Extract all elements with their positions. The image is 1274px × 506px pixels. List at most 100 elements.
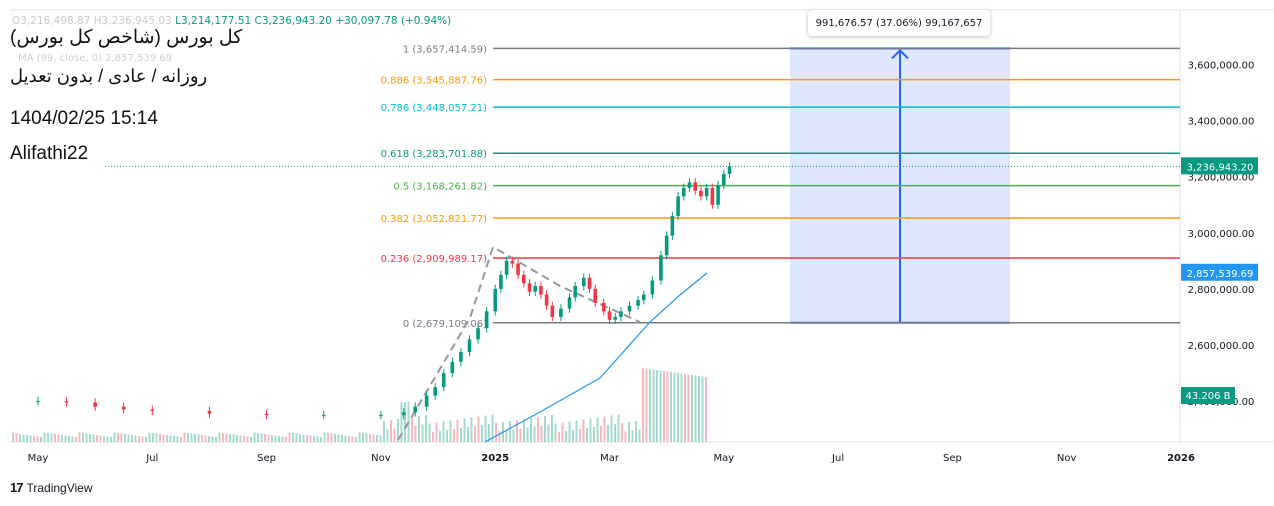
candle-body [424,395,429,407]
candle-body [619,311,623,317]
volume-bar [617,414,620,442]
volume-bar [344,435,347,442]
volume-bar [211,436,214,442]
ohlc-open: O3,216,498.87 [12,15,91,27]
volume-bar [85,433,88,442]
volume-bar [575,420,578,442]
time-tick-label: Sep [257,453,276,464]
volume-bar [278,436,280,442]
fib-level-label: 0.618 (3,283,701.88) [381,149,488,160]
volume-bar [526,427,529,442]
candle-body [607,311,612,320]
candle-body [727,166,732,174]
volume-bar [271,435,273,442]
candle-body [699,190,703,197]
zigzag-pattern [397,245,641,441]
volume-bar [516,420,518,442]
candle-body [641,294,646,301]
candle-body [510,260,515,264]
volume-bar [138,436,140,442]
volume-bar [684,374,686,442]
volume-bar [194,434,196,442]
volume-bar [288,432,291,442]
axes: 3,600,000.00 3,400,000.00 3,200,000.00 3,00… [28,61,1258,464]
volume-bar [519,428,522,442]
volume-bar [47,433,49,442]
tradingview-brand[interactable]: 17 TradingView [10,480,93,495]
time-tick-label: May [28,453,49,464]
volume-bar [509,421,511,442]
volume-bar [190,433,193,442]
candle-body [121,406,126,410]
volume-bar [187,433,189,442]
candle-body [64,401,69,403]
volume-bar [397,419,399,442]
candle-body [636,300,640,306]
volume-bar [554,423,557,442]
volume-bar [295,433,298,442]
fibonacci-retracement[interactable]: 1 (3,657,414.59) 0.886 (3,545,887.76) 0.78… [381,44,1180,441]
time-tick-label: Mar [600,453,620,464]
volume-bar [40,437,42,442]
volume-bar [232,434,235,442]
volume-bar [355,437,357,442]
ma-series-line [484,272,708,443]
volume-bar [652,369,655,442]
ma-value-label: 2,857,539.69 [1187,269,1254,280]
volume-bar [579,429,581,442]
volume-bar [323,432,326,442]
volume-bar [54,434,56,442]
volume-bar [243,436,245,442]
volume-bar [470,417,473,442]
volume-bar [320,437,322,442]
volume-bars [12,368,707,442]
volume-bar [12,433,14,442]
time-tick-label: Nov [1057,453,1077,464]
volume-bar [141,436,144,442]
snapshot-datetime: 1404/02/25 15:14 [10,108,158,130]
volume-bar [463,418,466,442]
volume-bar [117,433,119,442]
volume-bar [656,370,658,442]
volume-bar [600,426,602,442]
volume-bar [113,432,116,442]
volume-bar [92,434,95,442]
volume-bar [449,420,452,442]
volume-bar [313,436,315,442]
candle-body [716,185,720,205]
fib-level-label: 0.236 (2,909,989.17) [381,254,488,265]
volume-bar [99,435,102,442]
volume-bar [246,436,249,442]
volume-bar [547,424,550,442]
volume-bar [701,376,704,442]
candle-body [559,308,563,317]
price-tick-label: 3,200,000.00 [1188,173,1255,184]
volume-bar [124,434,126,442]
volume-bar [208,436,210,442]
volume-bar [148,432,151,442]
time-tick-label: Jul [831,453,844,464]
volume-bar [565,431,567,442]
volume-bar [460,428,462,442]
volume-bar [22,434,25,442]
volume-bar [152,433,154,442]
volume-bar [173,436,175,442]
volume-bar [694,375,697,442]
volume-bar [687,374,690,442]
volume-bar [589,418,592,442]
volume-bar [239,435,242,442]
volume-bar [78,432,81,442]
candle-body [613,316,618,320]
volume-bar [628,422,630,442]
volume-bar [582,419,585,442]
volume-bar [442,421,445,442]
volume-bar [218,432,221,442]
volume-bar [670,372,672,442]
candle-body [650,280,655,295]
volume-bar [572,430,574,442]
volume-bar [61,435,63,442]
volume-bar [645,368,648,442]
candle-body [533,286,538,292]
volume-bar [43,432,46,442]
